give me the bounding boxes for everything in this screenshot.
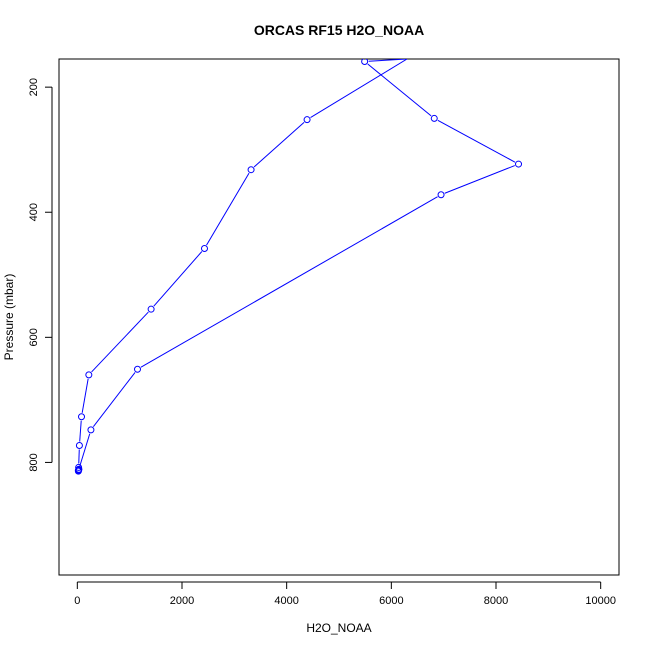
- series-line-segment: [79, 420, 82, 442]
- series-line-segment: [79, 433, 91, 467]
- data-point: [247, 166, 255, 174]
- series-line-segment: [140, 196, 438, 368]
- y-tick-label: 800: [28, 453, 40, 471]
- y-axis-title: Pressure (mbar): [2, 274, 16, 361]
- x-tick-label: 2000: [170, 595, 194, 607]
- series-line-segment: [91, 311, 149, 373]
- series-line-segment: [367, 63, 432, 117]
- data-point: [75, 442, 83, 450]
- data-point: [134, 365, 142, 373]
- series-line-segment: [153, 251, 203, 307]
- series-line-segment: [444, 165, 515, 194]
- data-point: [515, 160, 523, 168]
- series-line-segment: [437, 119, 516, 163]
- series-layer: [74, 59, 523, 475]
- y-tick-label: 200: [28, 78, 40, 96]
- chart-title: ORCAS RF15 H2O_NOAA: [254, 22, 424, 38]
- series-line-segment: [81, 378, 89, 413]
- data-point: [430, 114, 438, 122]
- data-point: [303, 116, 311, 124]
- data-point: [437, 191, 445, 199]
- y-tick-label: 600: [28, 328, 40, 346]
- series-line-segment: [92, 372, 136, 428]
- x-axis: 0 2000 4000 6000 8000 10000: [74, 581, 616, 607]
- y-tick-label: 400: [28, 203, 40, 221]
- data-point: [200, 245, 208, 253]
- x-tick-label: 8000: [484, 595, 508, 607]
- series-line-segment: [206, 172, 250, 246]
- data-point: [147, 305, 155, 313]
- series-line-segment: [368, 59, 408, 62]
- data-point: [361, 59, 369, 66]
- plot-area: [58, 58, 620, 576]
- data-point: [87, 426, 95, 434]
- series-group: [74, 59, 523, 475]
- x-axis-title: H2O_NOAA: [306, 621, 371, 635]
- x-tick-label: 10000: [585, 595, 616, 607]
- y-axis: 200 400 600 800: [28, 78, 53, 472]
- plot-frame: [58, 58, 620, 576]
- series-line-segment: [253, 121, 305, 168]
- data-point: [78, 413, 86, 421]
- data-point: [85, 371, 93, 379]
- data-point: [75, 463, 83, 471]
- series-line-segment: [310, 59, 408, 119]
- x-tick-label: 6000: [379, 595, 403, 607]
- data-point: [74, 467, 82, 475]
- x-tick-label: 0: [74, 595, 80, 607]
- x-tick-label: 4000: [274, 595, 298, 607]
